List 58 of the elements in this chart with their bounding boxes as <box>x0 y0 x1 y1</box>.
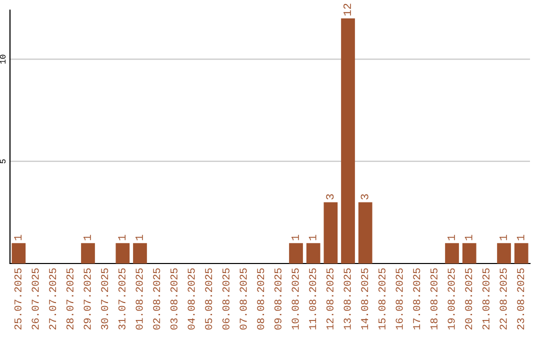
x-tick-label: 16.08.2025 <box>396 268 403 330</box>
x-tick-label: 17.08.2025 <box>413 268 420 330</box>
x-tick-label: 10.08.2025 <box>292 268 299 330</box>
x-tick-label: 07.08.2025 <box>240 268 247 330</box>
x-tick-label: 22.08.2025 <box>500 268 507 330</box>
x-tick-label: 23.08.2025 <box>517 268 524 330</box>
x-tick-label: 29.07.2025 <box>84 268 91 330</box>
data-label: 1 <box>118 234 126 240</box>
bar <box>133 243 147 264</box>
x-tick-label: 03.08.2025 <box>170 268 178 330</box>
x-tick-label: 30.07.2025 <box>101 268 108 330</box>
data-label: 1 <box>84 234 91 240</box>
x-tick-label: 09.08.2025 <box>274 268 282 330</box>
x-tick-label: 26.07.2025 <box>32 268 39 330</box>
bar <box>289 243 303 264</box>
x-tick-label: 15.08.2025 <box>378 268 386 330</box>
bar <box>462 243 476 264</box>
data-label: 12 <box>343 4 351 16</box>
data-label: 1 <box>464 234 472 240</box>
bar <box>358 202 372 264</box>
data-label: 1 <box>500 234 507 240</box>
bar <box>116 243 130 264</box>
bar <box>514 243 528 264</box>
bar <box>445 243 459 264</box>
y-tick-label: 5 <box>0 159 6 164</box>
data-label: 3 <box>360 194 368 200</box>
bar <box>306 243 320 264</box>
x-tick-label: 19.08.2025 <box>448 268 455 330</box>
x-tick-label: 25.07.2025 <box>14 268 22 330</box>
x-tick-label: 28.07.2025 <box>66 268 74 330</box>
x-tick-label: 31.07.2025 <box>118 268 126 330</box>
data-label: 1 <box>136 234 143 240</box>
bar <box>12 243 26 264</box>
data-label: 1 <box>448 234 455 240</box>
x-tick-label: 08.08.2025 <box>257 268 264 330</box>
x-tick-label: 01.08.2025 <box>136 268 143 330</box>
x-tick-label: 21.08.2025 <box>482 268 490 330</box>
data-label: 3 <box>326 194 334 200</box>
x-tick-label: 04.08.2025 <box>188 268 195 330</box>
x-tick-label: 18.08.2025 <box>430 268 438 330</box>
data-label: 1 <box>516 234 524 240</box>
data-label: 1 <box>308 234 316 240</box>
data-label: 1 <box>14 234 22 240</box>
x-tick-label: 13.08.2025 <box>344 268 351 330</box>
bar <box>341 18 355 264</box>
x-tick-label: 27.07.2025 <box>49 268 56 330</box>
x-tick-label: 02.08.2025 <box>153 268 160 330</box>
bar <box>497 243 511 264</box>
bar <box>324 202 338 264</box>
y-tick-label: 10 <box>0 54 6 64</box>
x-tick-label: 11.08.2025 <box>309 268 316 330</box>
bar <box>81 243 95 264</box>
x-tick-label: 12.08.2025 <box>326 268 334 330</box>
x-tick-label: 05.08.2025 <box>205 268 212 330</box>
x-tick-label: 14.08.2025 <box>361 268 368 330</box>
x-tick-label: 06.08.2025 <box>222 268 230 330</box>
x-tick-label: 20.08.2025 <box>465 268 472 330</box>
data-label: 1 <box>292 234 299 240</box>
